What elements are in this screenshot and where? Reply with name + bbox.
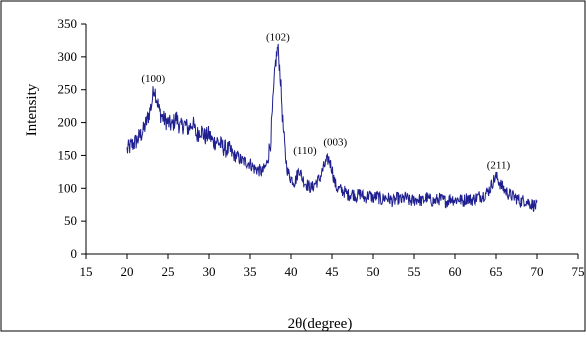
x-tick-label: 45 [326, 264, 339, 279]
y-axis-title: Intensity [24, 83, 40, 136]
ticks: 0 50 100 150 200 250 300 350 15 20 25 30 35 40 45 50 55 6… [58, 16, 585, 279]
peak-label: (102) [266, 31, 290, 43]
peak-label: (211) [487, 160, 511, 172]
x-tick-label: 40 [285, 264, 298, 279]
x-tick-label: 15 [80, 264, 93, 279]
series-layer [126, 43, 538, 213]
peak-label: (003) [323, 137, 347, 149]
y-tick-label: 200 [58, 115, 78, 130]
x-axis-title: 2θ(degree) [288, 316, 353, 332]
x-tick-label: 25 [162, 264, 175, 279]
x-tick-label: 20 [121, 264, 134, 279]
x-tick-label: 30 [203, 264, 216, 279]
x-tick-label: 60 [449, 264, 462, 279]
y-tick-label: 150 [58, 147, 78, 162]
x-tick-label: 75 [572, 264, 585, 279]
y-tick-label: 300 [58, 49, 78, 64]
y-tick-label: 0 [71, 246, 78, 261]
y-tick-label: 250 [58, 82, 78, 97]
peak-label: (100) [141, 73, 165, 85]
x-tick-label: 65 [490, 264, 503, 279]
x-tick-label: 50 [367, 264, 380, 279]
x-tick-label: 55 [408, 264, 421, 279]
y-tick-label: 50 [64, 213, 77, 228]
y-tick-label: 100 [58, 180, 78, 195]
x-tick-label: 70 [531, 264, 544, 279]
y-tick-label: 350 [58, 16, 78, 31]
series-line [126, 43, 538, 213]
peak-label: (110) [293, 145, 317, 157]
x-tick-label: 35 [244, 264, 257, 279]
annotations: (100) (102) (110) (003) (211) [141, 31, 510, 171]
